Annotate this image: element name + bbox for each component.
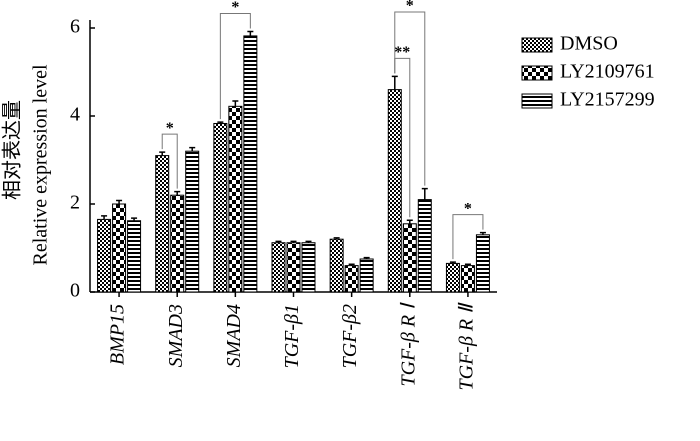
bar — [402, 223, 417, 293]
x-tick-label: TGF-β R Ⅰ — [397, 302, 419, 387]
significance-bracket — [161, 133, 178, 189]
significance-label: * — [406, 0, 414, 15]
error-bar — [421, 187, 428, 200]
error-bar — [116, 199, 123, 204]
error-bar — [333, 237, 340, 240]
error-bar — [406, 219, 413, 224]
error-bar — [363, 256, 370, 259]
legend-label: DMSO — [560, 33, 618, 55]
bar — [243, 35, 258, 293]
bar — [271, 242, 286, 293]
error-bar — [232, 100, 239, 107]
significance-bracket — [394, 11, 426, 186]
error-bar — [174, 190, 181, 196]
error-bar — [391, 75, 398, 90]
bar — [417, 199, 432, 293]
legend-swatch — [521, 93, 553, 109]
y-axis-label: 相对表达量 — [1, 100, 24, 200]
error-bar — [464, 263, 471, 266]
x-tick-label: SMAD3 — [165, 304, 187, 367]
bar — [127, 220, 142, 293]
x-tick-label: SMAD4 — [223, 304, 245, 367]
bar — [97, 218, 112, 293]
error-bar — [159, 151, 166, 156]
bar — [475, 234, 490, 293]
y-tick-label: 2 — [70, 192, 80, 214]
bar — [460, 265, 475, 293]
x-tick-label: TGF-β2 — [339, 304, 361, 368]
bar — [228, 105, 243, 293]
x-tick-label: TGF-β R Ⅱ — [456, 302, 478, 391]
bar — [445, 262, 460, 293]
error-bar — [247, 30, 254, 36]
bar — [286, 242, 301, 293]
significance-label: ** — [394, 44, 410, 61]
bar — [387, 89, 402, 293]
significance-bracket — [452, 214, 484, 260]
error-bar — [449, 261, 456, 264]
legend-label: LY2109761 — [560, 61, 655, 83]
bar — [329, 238, 344, 293]
legend-swatch — [521, 37, 553, 53]
bar — [170, 194, 185, 293]
significance-label: * — [166, 120, 174, 137]
x-tick-label: BMP15 — [107, 304, 129, 365]
bar — [344, 265, 359, 293]
significance-label: * — [231, 0, 239, 16]
error-bar — [479, 231, 486, 235]
error-bar — [290, 240, 297, 243]
bar — [359, 258, 374, 293]
bar — [112, 203, 127, 293]
bar — [185, 150, 200, 293]
significance-bracket — [219, 13, 251, 120]
error-bar — [101, 215, 108, 220]
legend-swatch — [521, 65, 553, 81]
error-bar — [275, 240, 282, 243]
legend-label: LY2157299 — [560, 89, 655, 111]
error-bar — [189, 146, 196, 152]
y-tick-label: 6 — [70, 16, 80, 38]
error-bar — [348, 263, 355, 266]
y-tick-label: 4 — [70, 104, 80, 126]
error-bar — [217, 121, 224, 124]
error-bar — [305, 240, 312, 243]
y-axis-label: Relative expression level — [30, 64, 52, 265]
significance-label: * — [464, 200, 472, 217]
y-tick-label: 0 — [70, 280, 80, 302]
x-tick-label: TGF-β1 — [281, 304, 303, 368]
bar — [155, 155, 170, 293]
bar — [301, 242, 316, 293]
bar — [213, 122, 228, 293]
error-bar — [131, 217, 138, 221]
